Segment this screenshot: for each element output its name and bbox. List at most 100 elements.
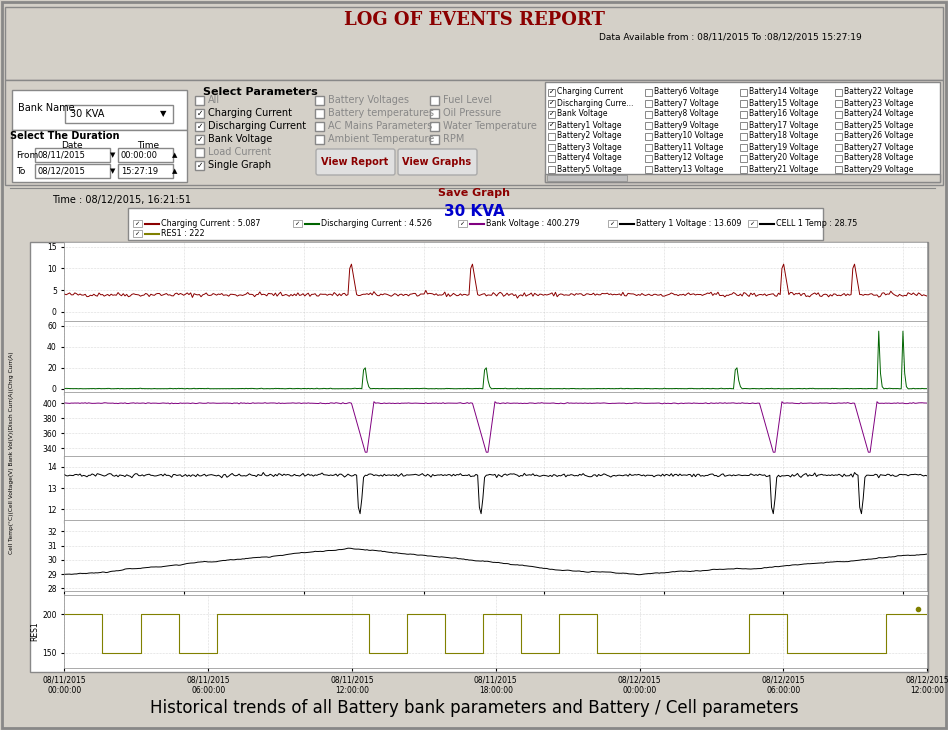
Text: Battery22 Voltage: Battery22 Voltage xyxy=(844,88,913,96)
Text: ✓: ✓ xyxy=(749,221,755,226)
Text: Battery1 Voltage: Battery1 Voltage xyxy=(557,120,622,129)
FancyBboxPatch shape xyxy=(30,242,928,672)
Text: All: All xyxy=(208,95,220,105)
FancyBboxPatch shape xyxy=(315,109,324,118)
Text: LOG OF EVENTS REPORT: LOG OF EVENTS REPORT xyxy=(343,11,605,29)
FancyBboxPatch shape xyxy=(548,166,555,173)
FancyBboxPatch shape xyxy=(293,220,302,227)
FancyBboxPatch shape xyxy=(118,148,173,162)
Text: Battery4 Voltage: Battery4 Voltage xyxy=(557,153,622,163)
Text: Battery20 Voltage: Battery20 Voltage xyxy=(749,153,818,163)
Text: Select The Duration: Select The Duration xyxy=(10,131,119,141)
FancyBboxPatch shape xyxy=(315,135,324,144)
Text: ✓: ✓ xyxy=(549,100,555,106)
Text: Battery2 Voltage: Battery2 Voltage xyxy=(557,131,622,140)
FancyBboxPatch shape xyxy=(835,155,842,162)
FancyBboxPatch shape xyxy=(133,220,142,227)
Text: Battery26 Voltage: Battery26 Voltage xyxy=(844,131,913,140)
Text: Battery27 Voltage: Battery27 Voltage xyxy=(844,142,913,152)
Text: Battery28 Voltage: Battery28 Voltage xyxy=(844,153,913,163)
FancyBboxPatch shape xyxy=(548,89,555,96)
FancyBboxPatch shape xyxy=(128,208,823,240)
FancyBboxPatch shape xyxy=(548,133,555,140)
Text: ✓: ✓ xyxy=(196,134,203,144)
Text: Save Graph: Save Graph xyxy=(438,188,510,198)
FancyBboxPatch shape xyxy=(458,220,467,227)
Text: ▲: ▲ xyxy=(172,168,177,174)
FancyBboxPatch shape xyxy=(645,133,652,140)
Text: View Report: View Report xyxy=(321,157,389,167)
FancyBboxPatch shape xyxy=(608,220,617,227)
Text: Battery15 Voltage: Battery15 Voltage xyxy=(749,99,818,107)
Text: Time : 08/12/2015, 16:21:51: Time : 08/12/2015, 16:21:51 xyxy=(52,195,191,205)
Text: CELL 1 Temp : 28.75: CELL 1 Temp : 28.75 xyxy=(776,219,857,228)
Text: ✓: ✓ xyxy=(459,221,465,226)
FancyBboxPatch shape xyxy=(645,89,652,96)
Text: ▼: ▼ xyxy=(160,110,167,118)
FancyBboxPatch shape xyxy=(547,175,627,181)
Text: ✓: ✓ xyxy=(196,121,203,131)
FancyBboxPatch shape xyxy=(835,122,842,129)
Text: ✓: ✓ xyxy=(196,161,203,169)
Text: ✓: ✓ xyxy=(134,231,139,236)
Text: Battery7 Voltage: Battery7 Voltage xyxy=(654,99,719,107)
Text: RPM: RPM xyxy=(443,134,465,144)
Text: AC Mains Parameters: AC Mains Parameters xyxy=(328,121,432,131)
Text: Battery21 Voltage: Battery21 Voltage xyxy=(749,164,818,174)
Text: Discharging Current: Discharging Current xyxy=(208,121,306,131)
Text: 15:27:19: 15:27:19 xyxy=(121,166,158,175)
FancyBboxPatch shape xyxy=(398,149,477,175)
Y-axis label: RES1: RES1 xyxy=(30,622,40,641)
Text: Battery19 Voltage: Battery19 Voltage xyxy=(749,142,818,152)
FancyBboxPatch shape xyxy=(740,155,747,162)
FancyBboxPatch shape xyxy=(35,164,110,178)
FancyBboxPatch shape xyxy=(430,122,439,131)
Text: Battery24 Voltage: Battery24 Voltage xyxy=(844,110,913,118)
FancyBboxPatch shape xyxy=(195,96,204,105)
Text: Fuel Level: Fuel Level xyxy=(443,95,492,105)
Text: Battery16 Voltage: Battery16 Voltage xyxy=(749,110,818,118)
Text: ▼: ▼ xyxy=(110,152,116,158)
Text: Battery17 Voltage: Battery17 Voltage xyxy=(749,120,818,129)
Text: Charging Current: Charging Current xyxy=(208,108,292,118)
Text: ✓: ✓ xyxy=(549,111,555,117)
Text: Battery12 Voltage: Battery12 Voltage xyxy=(654,153,723,163)
Text: ✓: ✓ xyxy=(549,122,555,128)
FancyBboxPatch shape xyxy=(195,122,204,131)
Text: Battery18 Voltage: Battery18 Voltage xyxy=(749,131,818,140)
FancyBboxPatch shape xyxy=(12,90,187,130)
FancyBboxPatch shape xyxy=(315,96,324,105)
Text: 08/11/2015: 08/11/2015 xyxy=(38,150,86,159)
Text: ✓: ✓ xyxy=(196,109,203,118)
Text: Battery5 Voltage: Battery5 Voltage xyxy=(557,164,622,174)
FancyBboxPatch shape xyxy=(430,96,439,105)
Text: Battery8 Voltage: Battery8 Voltage xyxy=(654,110,719,118)
Text: ✓: ✓ xyxy=(134,221,139,226)
FancyBboxPatch shape xyxy=(548,100,555,107)
FancyBboxPatch shape xyxy=(430,109,439,118)
FancyBboxPatch shape xyxy=(645,122,652,129)
FancyBboxPatch shape xyxy=(548,122,555,129)
Text: Battery Voltages: Battery Voltages xyxy=(328,95,409,105)
FancyBboxPatch shape xyxy=(65,105,173,123)
FancyBboxPatch shape xyxy=(835,144,842,151)
FancyBboxPatch shape xyxy=(740,89,747,96)
Text: Bank Voltage: Bank Voltage xyxy=(208,134,272,144)
Text: 30 KVA: 30 KVA xyxy=(444,204,504,220)
FancyBboxPatch shape xyxy=(645,166,652,173)
Text: Battery3 Voltage: Battery3 Voltage xyxy=(557,142,622,152)
FancyBboxPatch shape xyxy=(748,220,757,227)
FancyBboxPatch shape xyxy=(195,135,204,144)
FancyBboxPatch shape xyxy=(430,135,439,144)
FancyBboxPatch shape xyxy=(5,7,943,80)
FancyBboxPatch shape xyxy=(645,155,652,162)
Text: Battery10 Voltage: Battery10 Voltage xyxy=(654,131,723,140)
FancyBboxPatch shape xyxy=(835,166,842,173)
Text: View Graphs: View Graphs xyxy=(403,157,471,167)
Text: Oil Pressure: Oil Pressure xyxy=(443,108,501,118)
Text: ✓: ✓ xyxy=(609,221,614,226)
FancyBboxPatch shape xyxy=(740,100,747,107)
Text: Battery23 Voltage: Battery23 Voltage xyxy=(844,99,913,107)
Text: Battery13 Voltage: Battery13 Voltage xyxy=(654,164,723,174)
Text: Bank Voltage : 400.279: Bank Voltage : 400.279 xyxy=(486,219,579,228)
